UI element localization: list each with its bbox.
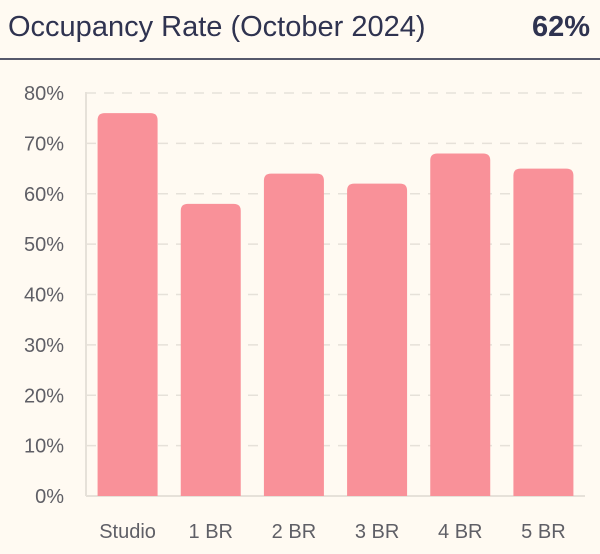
grid-lines [86, 92, 585, 497]
x-category-label: 3 BR [355, 521, 399, 543]
bar-1-br[interactable] [180, 203, 241, 496]
y-tick-label: 0% [35, 486, 64, 508]
x-category-label: Studio [99, 521, 156, 543]
y-tick-label: 80% [24, 83, 64, 105]
occupancy-bar-chart: 0% 10% 20% 30% 40% 50% 60% 70% 80% Studio 1 BR 2 B… [24, 83, 585, 543]
chart-header: Occupancy Rate (October 2024) 62% [0, 0, 600, 60]
y-tick-label: 60% [24, 184, 64, 206]
bar-4-br[interactable] [430, 153, 491, 496]
overall-occupancy-value: 62% [531, 11, 590, 43]
y-tick-label: 50% [24, 234, 64, 256]
y-axis-tick-labels: 0% 10% 20% 30% 40% 50% 60% 70% 80% [24, 83, 64, 508]
bar-studio[interactable] [97, 113, 158, 497]
x-category-label: 4 BR [438, 521, 482, 543]
bars [97, 113, 574, 497]
x-category-label: 1 BR [189, 521, 233, 543]
y-tick-label: 10% [24, 436, 64, 458]
bar-3-br[interactable] [347, 183, 408, 497]
y-tick-label: 30% [24, 335, 64, 357]
y-tick-label: 70% [24, 133, 64, 155]
x-category-label: 2 BR [272, 521, 316, 543]
x-axis-category-labels: Studio 1 BR 2 BR 3 BR 4 BR 5 BR [99, 521, 565, 543]
bar-5-br[interactable] [513, 168, 574, 496]
bar-2-br[interactable] [263, 173, 324, 496]
y-tick-label: 20% [24, 385, 64, 407]
chart-title: Occupancy Rate (October 2024) [8, 11, 426, 43]
x-category-label: 5 BR [521, 521, 565, 543]
y-tick-label: 40% [24, 285, 64, 307]
